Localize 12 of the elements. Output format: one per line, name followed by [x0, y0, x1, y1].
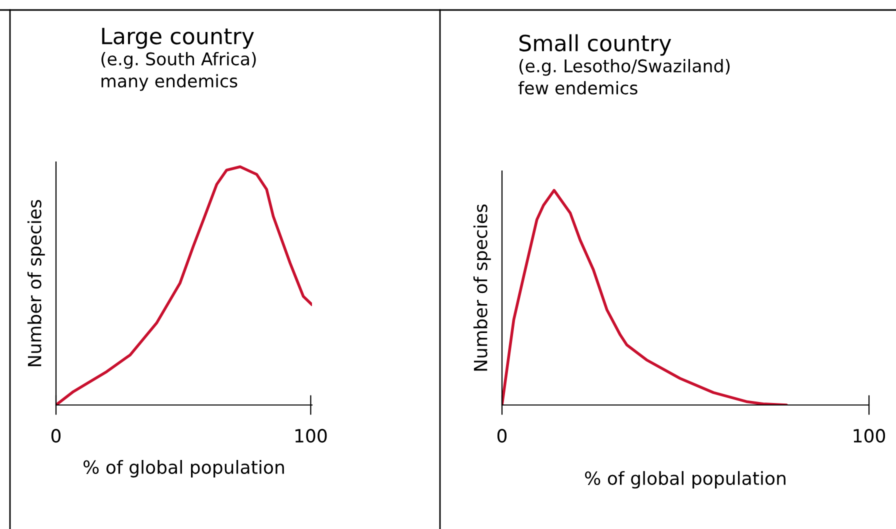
chart-subtitle: (e.g. Lesotho/Swaziland) few endemics	[518, 59, 730, 95]
y-axis-title: Number of species	[27, 200, 45, 366]
y-axis-title: Number of species	[473, 204, 491, 371]
x-axis-title: % of global population	[585, 471, 786, 489]
x-tick-label: 0	[497, 428, 507, 443]
x-tick-label: 100	[854, 428, 886, 443]
chart-subtitle: (e.g. South Africa) many endemics	[101, 52, 256, 91]
x-tick-label: 100	[295, 428, 327, 443]
x-axis-title: % of global population	[84, 460, 284, 478]
chart-title: Large country	[102, 28, 254, 49]
x-tick-label: 0	[51, 428, 61, 443]
chart-title: Small country	[519, 34, 672, 56]
